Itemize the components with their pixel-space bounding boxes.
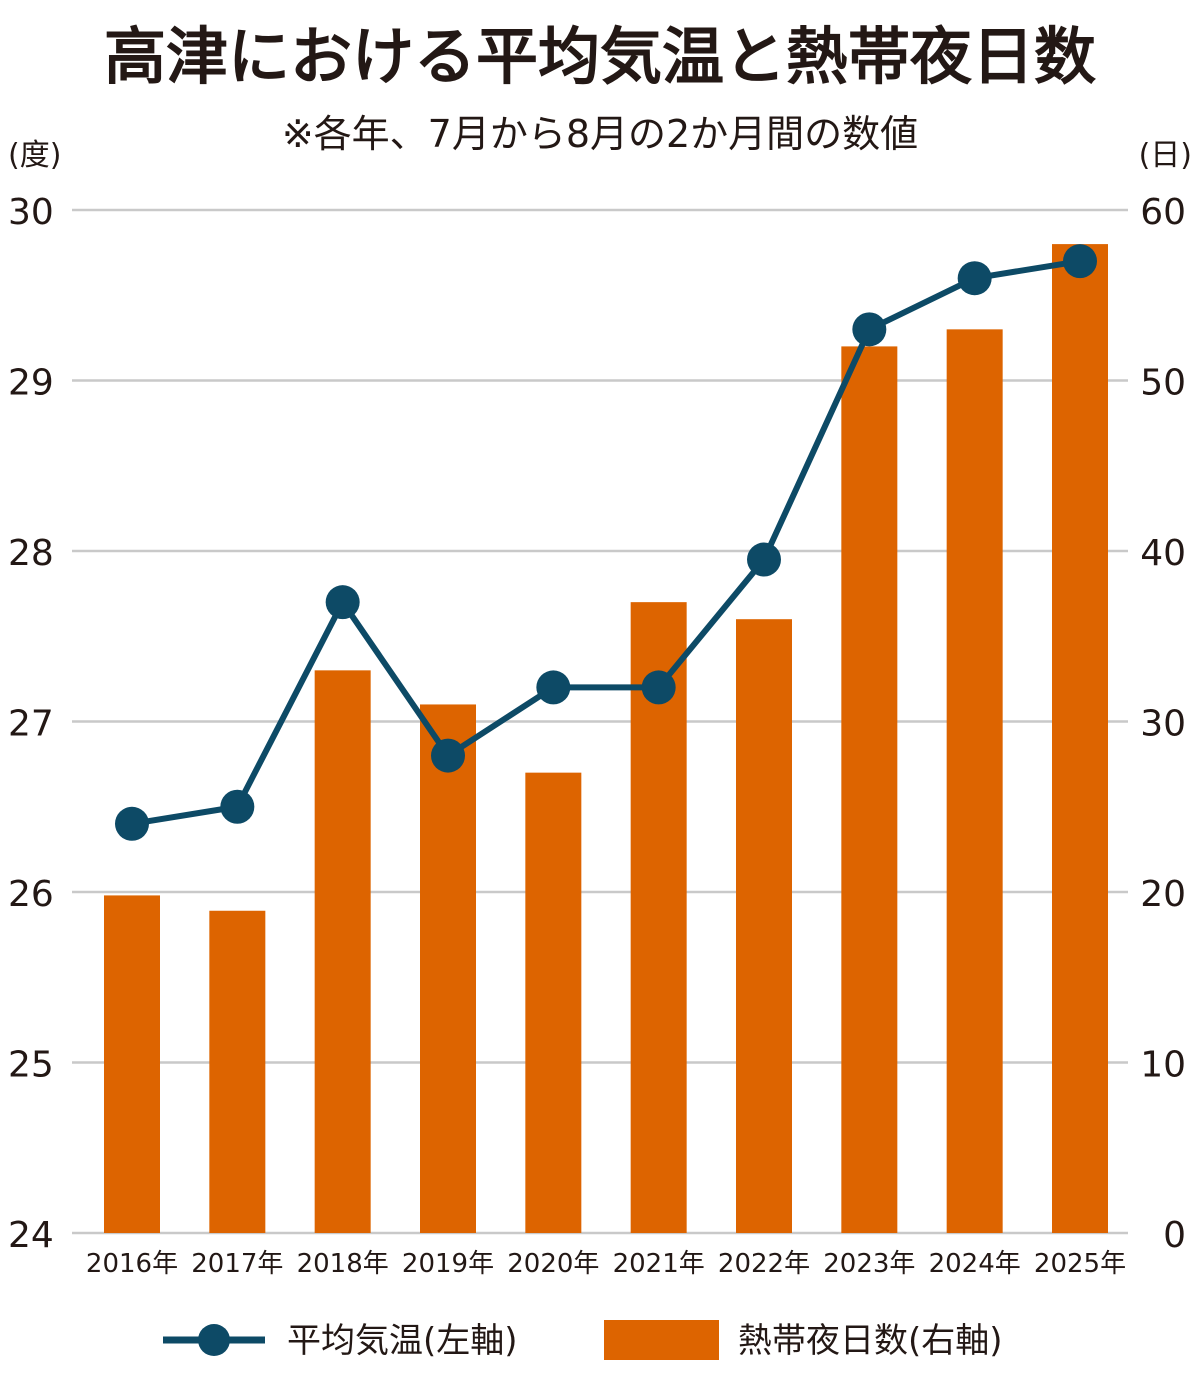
line-point (852, 312, 887, 347)
x-tick-label: 2016年 (86, 1249, 178, 1279)
x-tick-label: 2019年 (402, 1249, 494, 1279)
right-tick-label: 60 (1140, 192, 1186, 233)
left-tick-label: 25 (8, 1045, 54, 1086)
x-tick-label: 2023年 (823, 1249, 915, 1279)
line-point (747, 542, 781, 577)
x-tick-label: 2020年 (507, 1249, 599, 1279)
x-tick-label: 2024年 (929, 1249, 1021, 1279)
left-axis-unit: (度) (8, 138, 61, 173)
right-axis-ticks: 0 10 20 30 40 50 60 (1140, 192, 1186, 1256)
x-tick-label: 2025年 (1034, 1249, 1126, 1279)
left-tick-label: 27 (8, 704, 54, 745)
x-axis-labels: 2016年 2017年 2018年 2019年 2020年 2021年 2022年 2023年… (86, 1249, 1126, 1279)
bar (841, 346, 898, 1233)
line-point (1063, 244, 1097, 279)
bar (104, 895, 160, 1233)
left-tick-label: 30 (8, 192, 54, 233)
line-point (115, 806, 149, 841)
bar (1052, 244, 1108, 1234)
line-point (957, 261, 992, 296)
right-tick-label: 0 (1163, 1215, 1186, 1256)
temperature-line (131, 258, 1081, 827)
chart-subtitle: ※各年、7月から8月の2か月間の数値 (282, 112, 918, 156)
bar (314, 670, 371, 1233)
left-tick-label: 29 (8, 363, 54, 404)
line-series (115, 244, 1097, 841)
x-tick-label: 2017年 (191, 1249, 283, 1279)
line-point (641, 670, 676, 705)
x-tick-label: 2018年 (297, 1249, 389, 1279)
right-tick-label: 40 (1140, 533, 1186, 574)
right-tick-label: 10 (1140, 1045, 1186, 1086)
right-tick-label: 50 (1140, 363, 1186, 404)
legend-line-label: 平均気温(左軸) (287, 1321, 518, 1361)
right-axis-unit: (日) (1139, 138, 1192, 173)
bar (525, 772, 582, 1233)
legend-line-marker (198, 1324, 230, 1356)
line-point (431, 738, 465, 773)
bar (209, 910, 266, 1233)
left-axis-ticks: 24 25 26 27 28 29 30 (8, 192, 54, 1256)
left-tick-label: 28 (8, 533, 54, 574)
right-tick-label: 30 (1140, 704, 1186, 745)
legend: 平均気温(左軸) 熱帯夜日数(右軸) (163, 1320, 1003, 1361)
x-tick-label: 2022年 (718, 1249, 810, 1279)
line-point (536, 670, 571, 705)
bar (630, 602, 687, 1233)
left-tick-label: 24 (8, 1215, 54, 1256)
bar-series (104, 244, 1108, 1234)
legend-bar-label: 熱帯夜日数(右軸) (738, 1321, 1003, 1361)
chart-title: 高津における平均気温と熱帯夜日数 (104, 20, 1096, 93)
bar (736, 619, 792, 1233)
bar (946, 329, 1003, 1234)
line-point (220, 789, 255, 824)
legend-bar-swatch (604, 1320, 719, 1360)
line-point (325, 585, 360, 620)
right-tick-label: 20 (1140, 874, 1186, 915)
bar (420, 704, 476, 1233)
left-tick-label: 26 (8, 874, 54, 915)
x-tick-label: 2021年 (613, 1249, 705, 1279)
